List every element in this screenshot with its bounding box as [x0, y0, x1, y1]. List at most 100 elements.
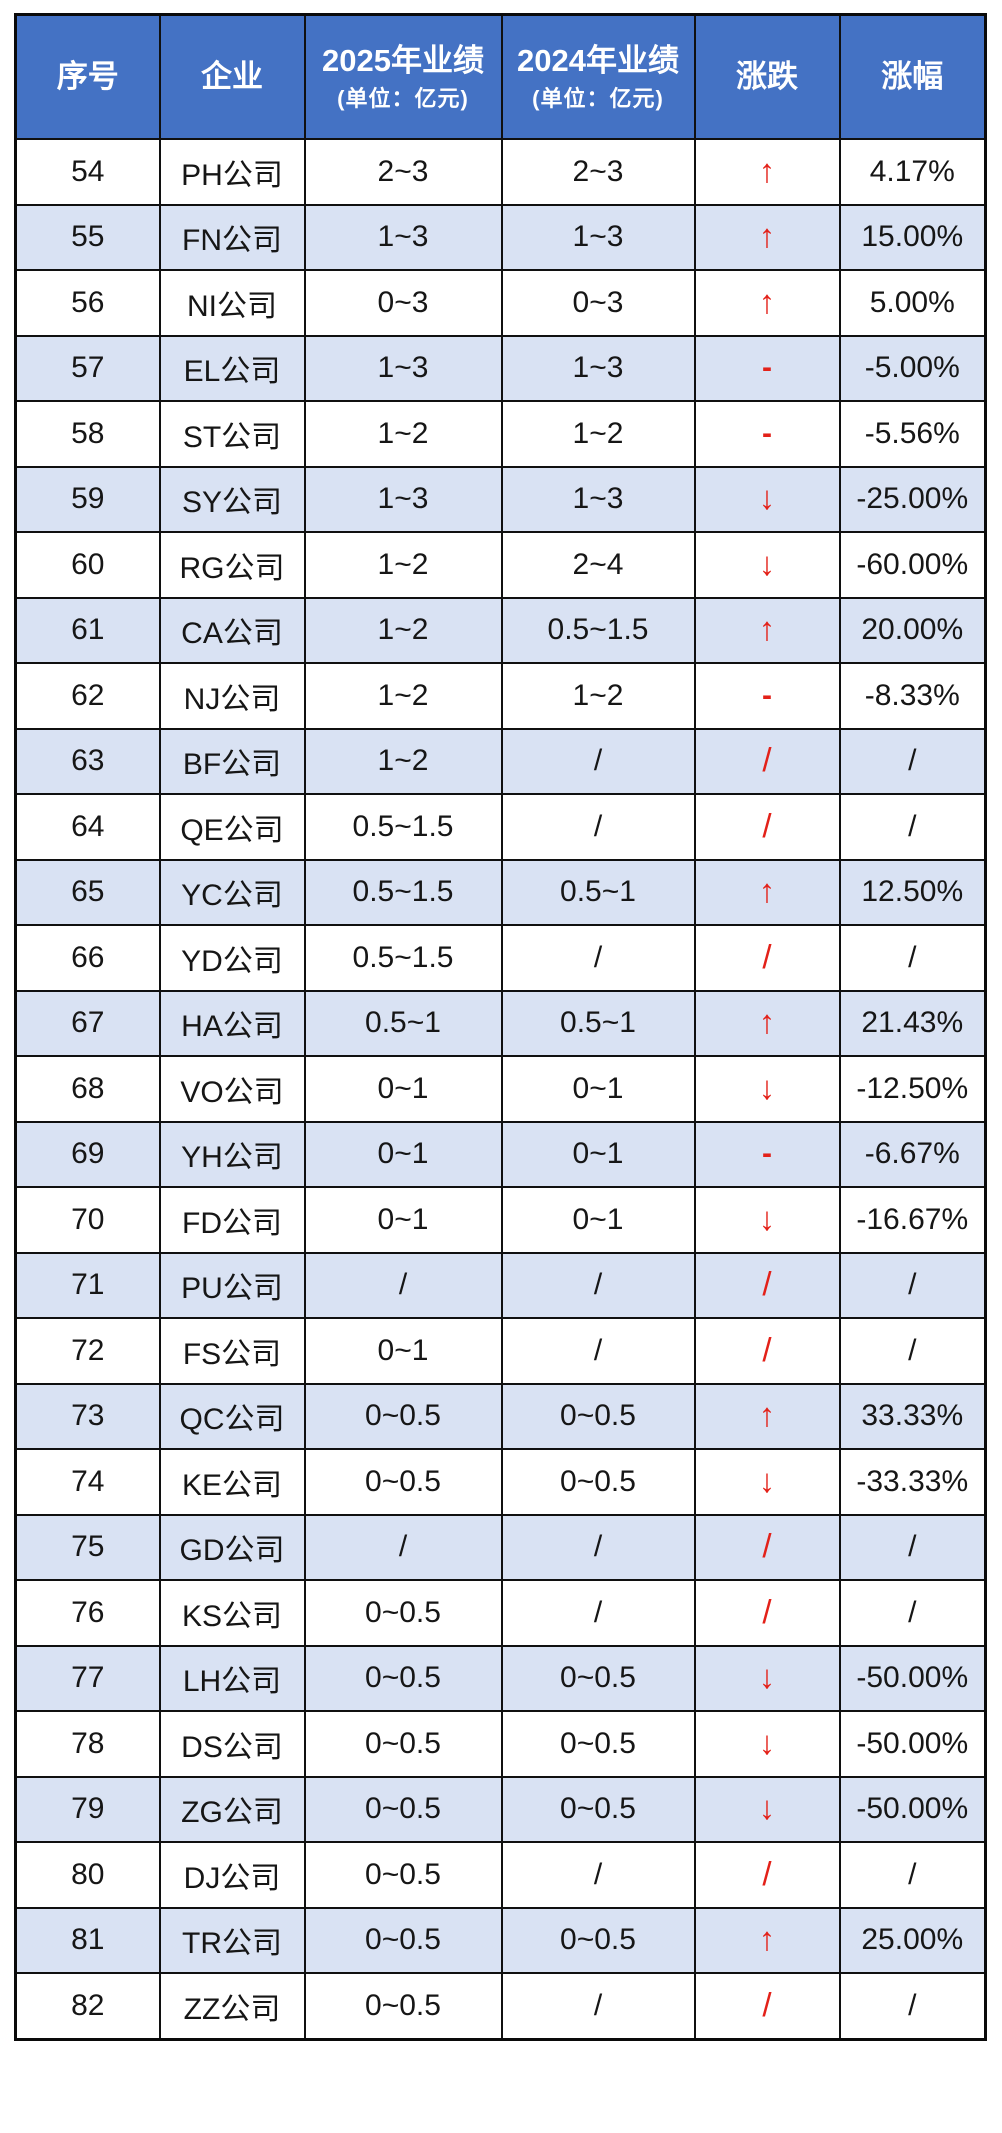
perf-2024-cell: 0~0.5 — [500, 1710, 696, 1778]
perf-2024-cell: 0.5~1 — [500, 858, 696, 926]
perf-2024-cell: / — [500, 1841, 696, 1909]
change-cell: -50.00% — [838, 1775, 987, 1843]
change-cell: 25.00% — [838, 1906, 987, 1974]
table-row: 68 VO公司 0~1 0~1 ↓ -12.50% — [14, 1055, 987, 1123]
index-cell: 62 — [14, 662, 161, 730]
perf-2024-cell: 1~2 — [500, 400, 696, 468]
perf-2025-cell: 2~3 — [303, 138, 503, 206]
trend-up-icon: ↑ — [758, 1003, 776, 1041]
company-cell: PH公司 — [158, 138, 306, 206]
table-row: 64 QE公司 0.5~1.5// / — [14, 793, 987, 861]
index-cell: 54 — [14, 138, 161, 206]
table-row: 63 BF公司 1~2// / — [14, 727, 987, 795]
col-header-index: 序号 — [14, 13, 161, 140]
perf-2024-cell: 1~2 — [500, 662, 696, 730]
change-cell: / — [838, 1579, 987, 1647]
index-cell: 64 — [14, 793, 161, 861]
change-cell: -16.67% — [838, 1186, 987, 1254]
table-row: 66 YD公司 0.5~1.5// / — [14, 924, 987, 992]
change-cell: -5.56% — [838, 400, 987, 468]
change-cell: / — [838, 793, 987, 861]
trend-cell: ↑ — [693, 596, 841, 664]
trend-na-mark: / — [762, 1854, 772, 1892]
perf-2024-cell: 0~0.5 — [500, 1382, 696, 1450]
table-row: 73 QC公司 0~0.5 0~0.5 ↑ 33.33% — [14, 1382, 987, 1450]
trend-cell: ↓ — [693, 1055, 841, 1123]
perf-2024-cell: 0~0.5 — [500, 1448, 696, 1516]
trend-na-mark: / — [762, 741, 772, 779]
index-cell: 71 — [14, 1251, 161, 1319]
change-cell: 33.33% — [838, 1382, 987, 1450]
perf-2024-cell: / — [500, 1579, 696, 1647]
trend-down-icon: ↓ — [758, 1068, 776, 1106]
perf-2025-cell: 0~0.5 — [303, 1841, 503, 1909]
company-cell: ZZ公司 — [158, 1972, 306, 2040]
change-cell: -60.00% — [838, 531, 987, 599]
trend-cell: ↓ — [693, 1644, 841, 1712]
index-cell: 61 — [14, 596, 161, 664]
table-row: 58 ST公司 1~2 1~2- -5.56% — [14, 400, 987, 468]
change-cell: / — [838, 1513, 987, 1581]
index-cell: 57 — [14, 334, 161, 402]
index-cell: 56 — [14, 269, 161, 337]
trend-na-mark: / — [762, 1265, 772, 1303]
index-cell: 58 — [14, 400, 161, 468]
company-cell: QE公司 — [158, 793, 306, 861]
perf-2025-cell: 0~0.5 — [303, 1448, 503, 1516]
perf-2024-cell: 0~0.5 — [500, 1775, 696, 1843]
trend-na-mark: / — [762, 937, 772, 975]
change-cell: 21.43% — [838, 989, 987, 1057]
perf-2025-cell: 0~0.5 — [303, 1972, 503, 2040]
index-cell: 55 — [14, 203, 161, 271]
perf-2024-cell: / — [500, 1972, 696, 2040]
col-header-trend-label: 涨跌 — [736, 59, 798, 95]
perf-2024-cell: 2~3 — [500, 138, 696, 206]
col-header-company-label: 企业 — [201, 59, 263, 95]
table-row: 57 EL公司 1~3 1~3- -5.00% — [14, 334, 987, 402]
col-header-2025-label: 2025年业绩 — [322, 43, 484, 79]
perf-2025-cell: 0.5~1 — [303, 989, 503, 1057]
perf-2024-cell: 0.5~1.5 — [500, 596, 696, 664]
company-cell: ST公司 — [158, 400, 306, 468]
company-cell: DJ公司 — [158, 1841, 306, 1909]
index-cell: 59 — [14, 465, 161, 533]
index-cell: 65 — [14, 858, 161, 926]
change-cell: 5.00% — [838, 269, 987, 337]
company-cell: KS公司 — [158, 1579, 306, 1647]
company-cell: ZG公司 — [158, 1775, 306, 1843]
perf-2025-cell: 0.5~1.5 — [303, 924, 503, 992]
company-cell: SY公司 — [158, 465, 306, 533]
change-cell: 4.17% — [838, 138, 987, 206]
trend-na-mark: / — [762, 1330, 772, 1368]
perf-2025-cell: 0~1 — [303, 1186, 503, 1254]
change-cell: -8.33% — [838, 662, 987, 730]
trend-cell: ↑ — [693, 858, 841, 926]
perf-2024-cell: / — [500, 1317, 696, 1385]
col-header-trend: 涨跌 — [693, 13, 841, 140]
col-header-index-label: 序号 — [56, 59, 119, 95]
perf-2024-cell: 0~3 — [500, 269, 696, 337]
trend-cell: / — [693, 1513, 841, 1581]
perf-2024-cell: 0~1 — [500, 1186, 696, 1254]
trend-down-icon: ↓ — [758, 1723, 776, 1761]
trend-cell: - — [693, 334, 841, 402]
trend-cell: ↑ — [693, 1906, 841, 1974]
index-cell: 79 — [14, 1775, 161, 1843]
table-row: 77 LH公司 0~0.5 0~0.5 ↓ -50.00% — [14, 1644, 987, 1712]
change-cell: -25.00% — [838, 465, 987, 533]
trend-cell: ↑ — [693, 269, 841, 337]
trend-down-icon: ↓ — [758, 1199, 776, 1237]
col-header-2025: 2025年业绩 (单位：亿元) — [303, 13, 503, 140]
trend-flat-mark: - — [762, 416, 772, 450]
trend-up-icon: ↑ — [758, 872, 776, 910]
trend-cell: ↓ — [693, 1775, 841, 1843]
trend-up-icon: ↑ — [758, 1396, 776, 1434]
index-cell: 73 — [14, 1382, 161, 1450]
trend-cell: ↓ — [693, 1186, 841, 1254]
trend-cell: / — [693, 727, 841, 795]
perf-2025-cell: 0~0.5 — [303, 1775, 503, 1843]
index-cell: 70 — [14, 1186, 161, 1254]
trend-down-icon: ↓ — [758, 1658, 776, 1696]
table-row: 54 PH公司 2~3 2~3 ↑ 4.17% — [14, 138, 987, 206]
